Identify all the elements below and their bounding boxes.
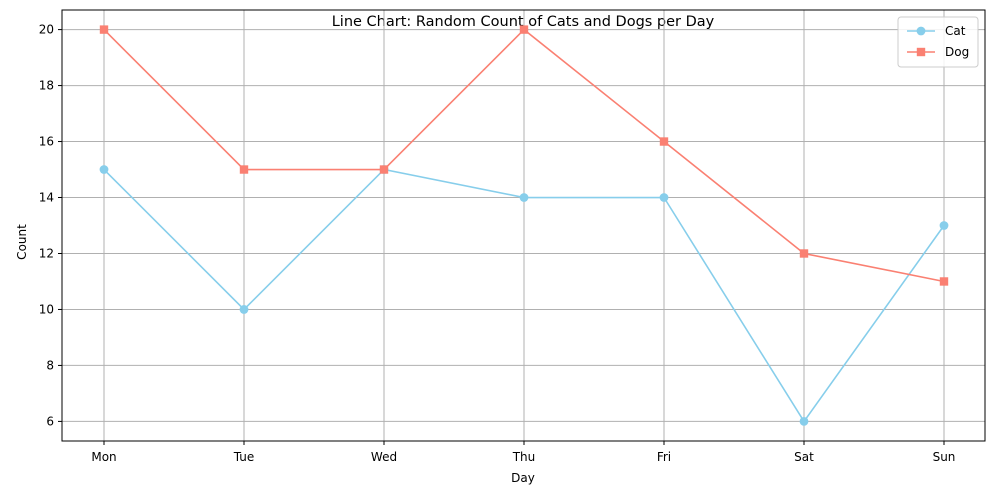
cat-data-point (659, 193, 669, 202)
x-tick-label: Tue (233, 450, 255, 464)
x-axis-label: Day (511, 471, 535, 485)
y-tick-label: 6 (46, 414, 54, 428)
y-axis-ticks: 6 8 10 12 14 16 18 20 (39, 23, 62, 428)
cat-data-point (239, 305, 249, 314)
y-tick-label: 16 (39, 135, 54, 149)
cat-data-point (799, 417, 809, 426)
x-tick-label: Thu (512, 450, 536, 464)
cat-legend-marker (916, 26, 926, 36)
dog-legend-marker (916, 47, 926, 57)
y-tick-label: 14 (39, 191, 54, 205)
dog-data-point (99, 25, 109, 34)
x-tick-label: Fri (657, 450, 671, 464)
x-axis-ticks: Mon Tue Wed Thu Fri Sat Sun (91, 441, 955, 464)
legend: Cat Dog (897, 16, 979, 68)
dog-data-point (799, 249, 809, 258)
cat-legend-label: Cat (945, 24, 966, 38)
y-tick-label: 18 (39, 79, 54, 93)
chart-title: Line Chart: Random Count of Cats and Dog… (332, 14, 715, 30)
dog-data-point (659, 137, 669, 146)
dog-data-point (519, 25, 529, 34)
y-axis-label: Count (15, 224, 29, 260)
x-tick-label: Wed (371, 450, 397, 464)
dog-data-point (379, 165, 389, 174)
legend-box (897, 16, 979, 68)
x-tick-label: Mon (91, 450, 116, 464)
grid-lines (62, 10, 985, 441)
dog-data-point (939, 277, 949, 286)
x-tick-label: Sun (933, 450, 956, 464)
cat-data-point (99, 165, 109, 174)
series-layer (99, 25, 949, 426)
y-tick-label: 12 (39, 246, 54, 260)
y-tick-label: 20 (39, 23, 54, 37)
cat-data-point (939, 221, 949, 230)
x-tick-label: Sat (794, 450, 814, 464)
cat-data-point (519, 193, 529, 202)
y-tick-label: 8 (46, 358, 54, 372)
dog-legend-label: Dog (945, 45, 969, 59)
y-tick-label: 10 (39, 302, 54, 316)
dog-data-point (239, 165, 249, 174)
